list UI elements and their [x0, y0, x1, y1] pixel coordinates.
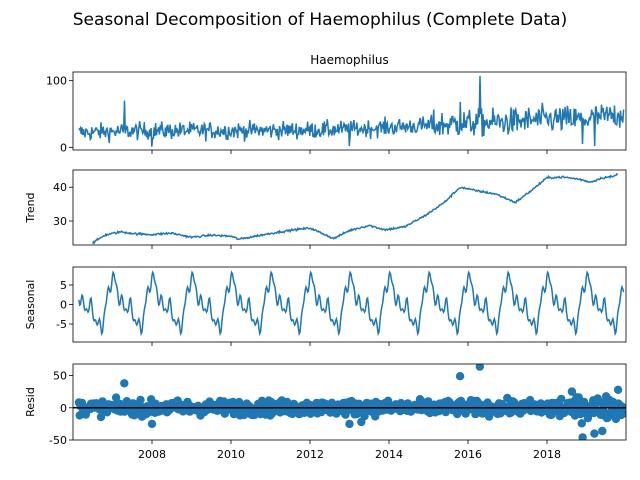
resid-point	[577, 419, 586, 428]
y-tick-label: 0	[60, 141, 67, 154]
y-tick-label: 5	[60, 279, 67, 292]
y-tick-label: 0	[60, 402, 67, 415]
chart-title: Seasonal Decomposition of Haemophilus (C…	[73, 10, 568, 30]
resid-point	[557, 394, 566, 404]
y-axis-label-trend: Trend	[24, 192, 37, 223]
panel-frame	[72, 266, 627, 343]
panel-frame	[72, 169, 627, 246]
resid-point	[567, 387, 577, 396]
series-line-observed	[78, 75, 625, 147]
resid-point	[147, 419, 157, 429]
resid-point	[617, 402, 626, 411]
resid-point	[136, 395, 145, 405]
panel-resid: Resid -50 0 50	[24, 363, 627, 447]
y-axis-label-seasonal: Seasonal	[24, 280, 37, 330]
resid-point	[96, 412, 106, 422]
y-tick-label: 50	[53, 370, 67, 383]
panel-observed: Haemophilus 0 100	[46, 53, 627, 154]
x-tick-label: 2010	[217, 448, 245, 461]
panel-title: Haemophilus	[310, 53, 389, 67]
series-line-trend	[92, 172, 619, 245]
resid-point	[111, 393, 121, 402]
y-tick-label: 30	[53, 215, 67, 228]
resid-point	[345, 419, 354, 429]
resid-point	[578, 433, 587, 440]
x-tick-label: 2018	[533, 448, 561, 461]
panel-frame	[72, 71, 627, 151]
x-tick-label: 2014	[375, 448, 403, 461]
y-tick-label: 0	[60, 299, 67, 312]
x-tick-label: 2012	[296, 448, 324, 461]
resid-point	[357, 417, 366, 427]
resid-point	[598, 426, 607, 436]
resid-point	[120, 379, 129, 388]
resid-point	[455, 372, 465, 381]
x-tick-label: 2016	[454, 448, 482, 461]
y-tick-label: 40	[53, 181, 67, 194]
resid-point	[590, 429, 599, 438]
resid-point	[613, 385, 623, 394]
y-tick-label: -5	[56, 318, 67, 331]
panel-frame	[72, 363, 627, 441]
panel-seasonal: Seasonal -5 0 5	[24, 266, 627, 346]
resid-point	[475, 364, 484, 371]
x-tick-label: 2008	[138, 448, 166, 461]
y-tick-label: -50	[49, 434, 67, 447]
y-axis-label-resid: Resid	[24, 387, 37, 417]
series-line-seasonal	[78, 270, 625, 337]
resid-point	[619, 409, 626, 418]
resid-point	[341, 410, 350, 419]
panel-trend: Trend 30 40	[24, 169, 627, 249]
y-tick-label: 100	[46, 75, 67, 88]
